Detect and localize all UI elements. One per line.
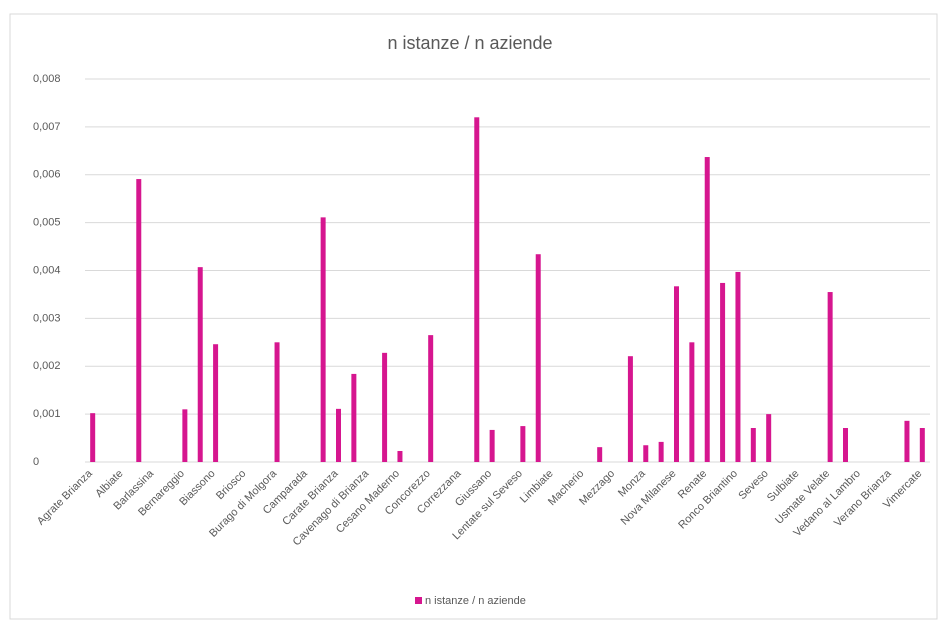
bar xyxy=(90,413,96,462)
y-tick-label: 0,004 xyxy=(33,264,61,276)
y-tick-label: 0,001 xyxy=(33,408,61,420)
bar xyxy=(197,267,203,462)
bar xyxy=(919,428,925,462)
bar xyxy=(827,292,833,462)
y-tick-label: 0,006 xyxy=(33,169,61,181)
bar xyxy=(766,414,772,462)
bar xyxy=(535,254,541,462)
bar xyxy=(597,447,603,462)
bar xyxy=(136,179,142,462)
y-tick-label: 0,007 xyxy=(33,121,61,133)
bar xyxy=(351,373,357,462)
bar xyxy=(428,335,434,462)
bar xyxy=(904,420,910,462)
bar xyxy=(182,409,188,462)
legend-label: n istanze / n aziende xyxy=(425,595,526,607)
bar xyxy=(643,445,649,462)
bar xyxy=(658,441,664,462)
bar xyxy=(704,157,710,462)
y-tick-label: 0,008 xyxy=(33,73,61,85)
bar xyxy=(689,342,695,462)
bar xyxy=(320,217,326,462)
bar xyxy=(489,429,495,462)
bar xyxy=(843,428,848,462)
y-tick-label: 0 xyxy=(33,456,39,468)
bar xyxy=(382,352,388,462)
bar xyxy=(674,286,679,462)
legend-swatch xyxy=(415,597,422,604)
y-tick-label: 0,003 xyxy=(33,312,61,324)
y-tick-label: 0,005 xyxy=(33,217,61,229)
y-tick-label: 0,002 xyxy=(33,360,61,372)
bar xyxy=(735,271,741,462)
bar xyxy=(213,344,219,462)
chart-title: n istanze / n aziende xyxy=(387,33,552,53)
bar xyxy=(397,450,403,462)
bar xyxy=(520,426,526,462)
bar xyxy=(720,282,726,462)
bar xyxy=(274,342,280,462)
bar xyxy=(750,428,756,462)
chart-frame xyxy=(9,13,938,620)
bar xyxy=(474,117,480,463)
bar xyxy=(336,408,341,462)
bar xyxy=(627,356,633,462)
